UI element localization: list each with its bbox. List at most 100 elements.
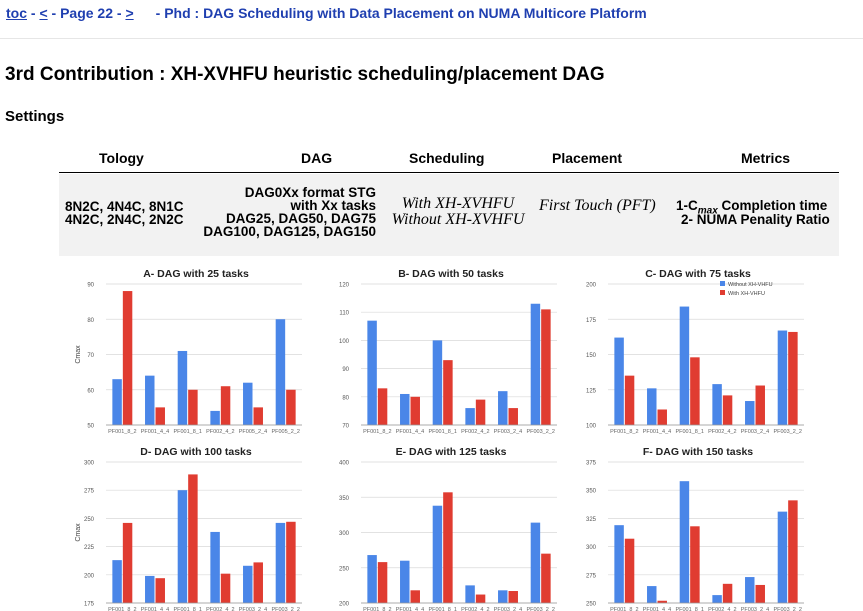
y-tick-label: 100 — [339, 339, 350, 345]
legend-label: With XH-VHFU — [728, 291, 765, 297]
bar-with — [410, 590, 420, 603]
x-tick-label: PF001_8_1 — [675, 429, 703, 435]
y-tick-label: 100 — [586, 424, 597, 430]
x-tick-label: PF001_4_4 — [643, 607, 671, 611]
bar-with — [122, 291, 133, 425]
bar-with — [624, 375, 635, 425]
y-tick-label: 250 — [84, 517, 95, 523]
x-tick-label: PF002_4_2 — [206, 607, 234, 611]
x-tick-label: PF001_8_2 — [108, 429, 136, 435]
next-page-link[interactable]: > — [125, 5, 134, 21]
chart-panel-3: C- DAG with 75 tasks 100 125 150 175 200 PF001… — [586, 268, 804, 435]
bar-with — [690, 357, 700, 425]
bar-charts-grid: A- DAG with 25 tasks 50 60 70 80 90 Cmax PF001_… — [75, 268, 804, 611]
y-tick-label: 300 — [586, 545, 597, 551]
bar-with — [155, 578, 165, 603]
x-tick-label: PF001_8_1 — [173, 607, 201, 611]
section-heading-settings: Settings — [5, 108, 65, 125]
topology-line-1: 8N2C, 4N4C, 8N1C — [65, 199, 184, 214]
table-header-placement: Placement — [552, 150, 623, 166]
x-tick-label: PF001_8_2 — [363, 429, 391, 435]
y-tick-label: 350 — [586, 489, 597, 495]
x-tick-label: PF003_2_2 — [526, 607, 554, 611]
x-tick-label: PF002_4_2 — [708, 429, 736, 435]
chart-title: F- DAG with 150 tasks — [643, 446, 753, 458]
metrics-prefix: 1-C — [676, 198, 698, 213]
bar-with — [475, 399, 486, 425]
x-tick-label: PF003_2_2 — [271, 607, 299, 611]
scheduling-line-2: Without XH-XVHFU — [391, 211, 525, 228]
chart-panel-4: D- DAG with 100 tasks 175 200 225 250 275 300 C… — [75, 446, 302, 611]
x-tick-label: PF005_2_4 — [239, 429, 267, 435]
bar-without — [177, 490, 188, 603]
bar-with — [220, 573, 231, 603]
table-header-scheduling: Scheduling — [409, 150, 485, 166]
bar-with — [475, 594, 486, 603]
y-tick-label: 90 — [342, 367, 349, 373]
chart-title: B- DAG with 50 tasks — [398, 268, 504, 280]
y-tick-label: 175 — [586, 318, 597, 324]
prev-page-link[interactable]: < — [39, 5, 48, 21]
metrics-sub: max — [697, 205, 718, 217]
x-tick-label: PF003_2_2 — [526, 429, 554, 435]
y-tick-label: 325 — [586, 517, 597, 523]
bar-without — [745, 577, 755, 603]
chart-title: C- DAG with 75 tasks — [645, 268, 751, 280]
bar-with — [722, 395, 733, 425]
scheduling-line-1: With XH-XVHFU — [401, 195, 515, 212]
chart-title: E- DAG with 125 tasks — [396, 446, 507, 458]
x-tick-label: PF001_8_1 — [428, 429, 456, 435]
bar-with — [541, 553, 551, 603]
x-tick-label: PF001_8_1 — [675, 607, 703, 611]
x-tick-label: PF003_2_4 — [239, 607, 267, 611]
y-tick-label: 375 — [586, 461, 597, 467]
y-tick-label: 250 — [586, 602, 597, 608]
bar-without — [614, 337, 624, 425]
x-tick-label: PF003_2_4 — [494, 607, 522, 611]
x-tick-label: PF002_4_2 — [708, 607, 736, 611]
bar-without — [275, 319, 286, 425]
x-tick-label: PF001_4_4 — [396, 607, 424, 611]
x-tick-label: PF001_4_4 — [396, 429, 424, 435]
legend-swatch — [720, 290, 725, 295]
bar-without — [432, 340, 443, 425]
bar-without — [243, 565, 253, 603]
x-tick-label: PF001_8_2 — [363, 607, 391, 611]
y-tick-label: 350 — [339, 496, 350, 502]
y-tick-label: 80 — [342, 395, 349, 401]
x-tick-label: PF003_2_4 — [494, 429, 522, 435]
bar-without — [367, 320, 377, 425]
nav-dash: - — [27, 5, 40, 21]
y-tick-label: 110 — [339, 311, 349, 317]
bar-with — [253, 562, 263, 603]
bar-with — [788, 331, 798, 425]
dag-line-4: DAG100, DAG125, DAG150 — [203, 224, 376, 239]
legend-label: Without XH-VHFU — [728, 282, 773, 288]
bar-without — [465, 408, 475, 425]
x-tick-label: PF003_2_4 — [741, 429, 769, 435]
x-tick-label: PF003_2_4 — [741, 607, 769, 611]
page-title: 3rd Contribution : XH-XVHFU heuristic sc… — [5, 64, 605, 85]
bar-without — [530, 522, 541, 603]
bar-without — [400, 560, 410, 603]
chart-panel-2: B- DAG with 50 tasks 70 80 90 100 110 120 PF001… — [339, 268, 557, 435]
x-tick-label: PF001_4_4 — [141, 607, 169, 611]
settings-table-row — [59, 174, 839, 256]
dag-line-3: DAG25, DAG50, DAG75 — [225, 211, 376, 226]
x-tick-label: PF005_2_2 — [271, 429, 299, 435]
table-header-metrics: Metrics — [741, 150, 791, 166]
bar-with — [377, 562, 388, 603]
bar-with — [508, 591, 518, 603]
y-tick-label: 250 — [339, 566, 350, 572]
toc-link[interactable]: toc — [6, 5, 27, 21]
chart-panel-1: A- DAG with 25 tasks 50 60 70 80 90 Cmax PF001_… — [75, 268, 302, 435]
bar-without — [112, 379, 122, 425]
x-tick-label: PF001_8_1 — [428, 607, 456, 611]
y-tick-label: 275 — [84, 489, 95, 495]
x-tick-label: PF002_4_2 — [461, 429, 489, 435]
placement-value: First Touch (PFT) — [539, 197, 656, 214]
y-tick-label: 50 — [87, 424, 94, 430]
y-tick-label: 400 — [339, 461, 350, 467]
bar-with — [624, 538, 635, 603]
chart-title: D- DAG with 100 tasks — [140, 446, 252, 458]
